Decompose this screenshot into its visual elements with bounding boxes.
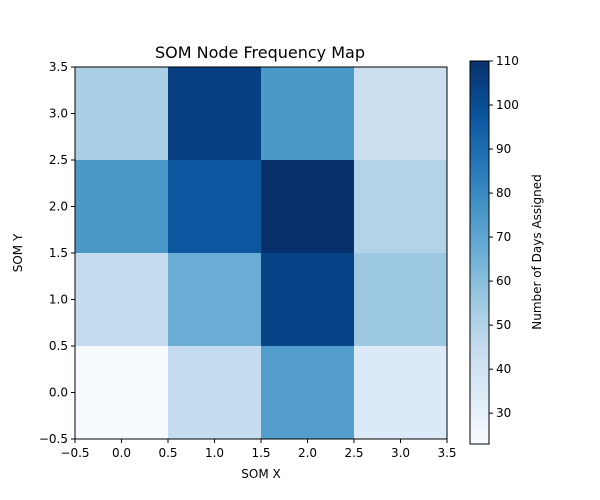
y-axis-label: SOM Y	[11, 233, 25, 272]
y-tick-label: 3.5	[49, 60, 68, 74]
heatmap-cell	[354, 346, 447, 439]
x-tick-label: 1.0	[205, 446, 224, 460]
y-tick-label: 2.0	[49, 200, 68, 214]
x-tick-label: 2.5	[344, 446, 363, 460]
colorbar-tick-label: 100	[496, 98, 519, 112]
x-tick-label: 0.0	[112, 446, 131, 460]
x-tick-label: 1.5	[251, 446, 270, 460]
heatmap-cell	[75, 253, 168, 346]
y-tick-label: 3.0	[49, 107, 68, 121]
colorbar-ticks: 30 40 50 60 70 80 90 100 110	[489, 54, 519, 420]
heatmap-cell	[75, 160, 168, 253]
colorbar-tick-label: 40	[496, 362, 511, 376]
heatmap-cell	[168, 253, 261, 346]
colorbar-tick-label: 70	[496, 230, 511, 244]
y-tick-label: 0.5	[49, 339, 68, 353]
heatmap-cell	[354, 160, 447, 253]
colorbar-label: Number of Days Assigned	[530, 174, 544, 329]
heatmap-cell	[261, 67, 354, 160]
heatmap-cell	[168, 346, 261, 439]
x-axis-ticks: −0.5 0.0 0.5 1.0 1.5 2.0 2.5 3.0 3.5	[60, 439, 457, 460]
x-tick-label: 0.5	[158, 446, 177, 460]
colorbar-frame	[469, 60, 490, 445]
colorbar-tick-label: 30	[496, 406, 511, 420]
x-tick-label: −0.5	[60, 446, 89, 460]
chart-title: SOM Node Frequency Map	[155, 43, 365, 62]
heatmap-cell	[168, 67, 261, 160]
colorbar-tick-label: 90	[496, 142, 511, 156]
y-tick-label: 0.0	[49, 386, 68, 400]
heatmap-cell	[354, 67, 447, 160]
heatmap-cells	[75, 67, 447, 439]
x-tick-label: 3.0	[391, 446, 410, 460]
heatmap-cell	[75, 346, 168, 439]
y-tick-label: 1.0	[49, 293, 68, 307]
y-tick-label: −0.5	[39, 432, 68, 446]
colorbar: 30 40 50 60 70 80 90 100 110 Number of Days Assi…	[469, 54, 544, 445]
heatmap-cell	[261, 253, 354, 346]
heatmap-cell	[75, 67, 168, 160]
heatmap-cell	[261, 346, 354, 439]
colorbar-gradient	[470, 61, 489, 444]
heatmap-cell	[261, 160, 354, 253]
y-tick-label: 2.5	[49, 153, 68, 167]
x-tick-label: 2.0	[298, 446, 317, 460]
heatmap-cell	[168, 160, 261, 253]
x-axis-label: SOM X	[241, 467, 280, 481]
colorbar-tick-label: 60	[496, 274, 511, 288]
y-axis-ticks: −0.5 0.0 0.5 1.0 1.5 2.0 2.5 3.0 3.5	[39, 60, 75, 446]
colorbar-tick-label: 80	[496, 186, 511, 200]
x-tick-label: 3.5	[437, 446, 456, 460]
colorbar-tick-label: 50	[496, 318, 511, 332]
heatmap-cell	[354, 253, 447, 346]
y-tick-label: 1.5	[49, 246, 68, 260]
colorbar-tick-label: 110	[496, 54, 519, 68]
